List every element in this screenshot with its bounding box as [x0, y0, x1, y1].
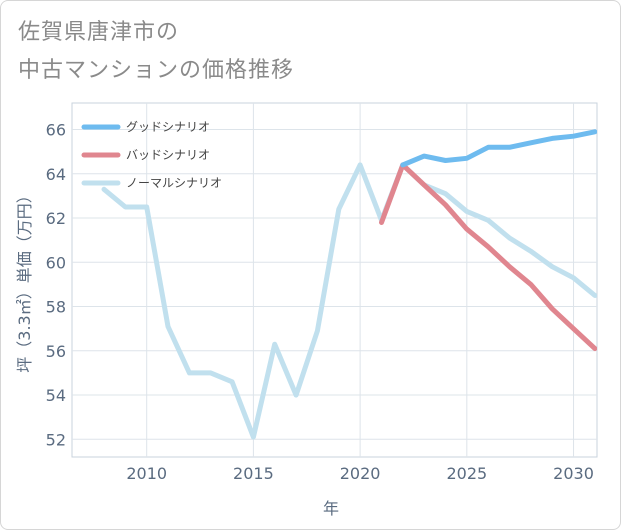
- series-line-ノーマルシナリオ: [101, 162, 597, 440]
- x-axis-label: 年: [323, 499, 339, 518]
- y-tick-label: 52: [46, 430, 66, 449]
- series-line-グッドシナリオ: [400, 129, 597, 168]
- y-tick-label: 60: [46, 253, 66, 272]
- x-tick-label: 2010: [126, 464, 167, 483]
- series-lines: [101, 129, 597, 440]
- y-tick-label: 58: [46, 298, 66, 317]
- x-tick-label: 2030: [553, 464, 594, 483]
- chart-title: 佐賀県唐津市の 中古マンションの価格推移: [18, 14, 294, 90]
- y-tick-label: 64: [46, 165, 66, 184]
- legend-label: バッドシナリオ: [126, 148, 210, 162]
- x-tick-labels: 2010 2015 2020 2025 2030: [126, 464, 594, 483]
- x-tick-label: 2020: [340, 464, 381, 483]
- chart-title-line2: 中古マンションの価格推移: [18, 58, 295, 83]
- y-tick-labels: 52 54 56 58 60 62 64 66: [46, 121, 66, 450]
- y-tick-label: 56: [46, 342, 66, 361]
- legend-label: グッドシナリオ: [126, 120, 210, 134]
- y-tick-label: 62: [46, 209, 66, 228]
- y-tick-label: 66: [46, 121, 66, 140]
- chart-title-line1: 佐賀県唐津市の: [18, 20, 180, 45]
- series-line-バッドシナリオ: [379, 162, 597, 352]
- grid-lines: [72, 103, 597, 457]
- x-tick-label: 2025: [446, 464, 487, 483]
- legend-label: ノーマルシナリオ: [126, 176, 222, 190]
- y-tick-label: 54: [46, 386, 66, 405]
- y-axis-label: 坪（3.3㎡）単価（万円）: [15, 187, 34, 372]
- x-tick-label: 2015: [233, 464, 274, 483]
